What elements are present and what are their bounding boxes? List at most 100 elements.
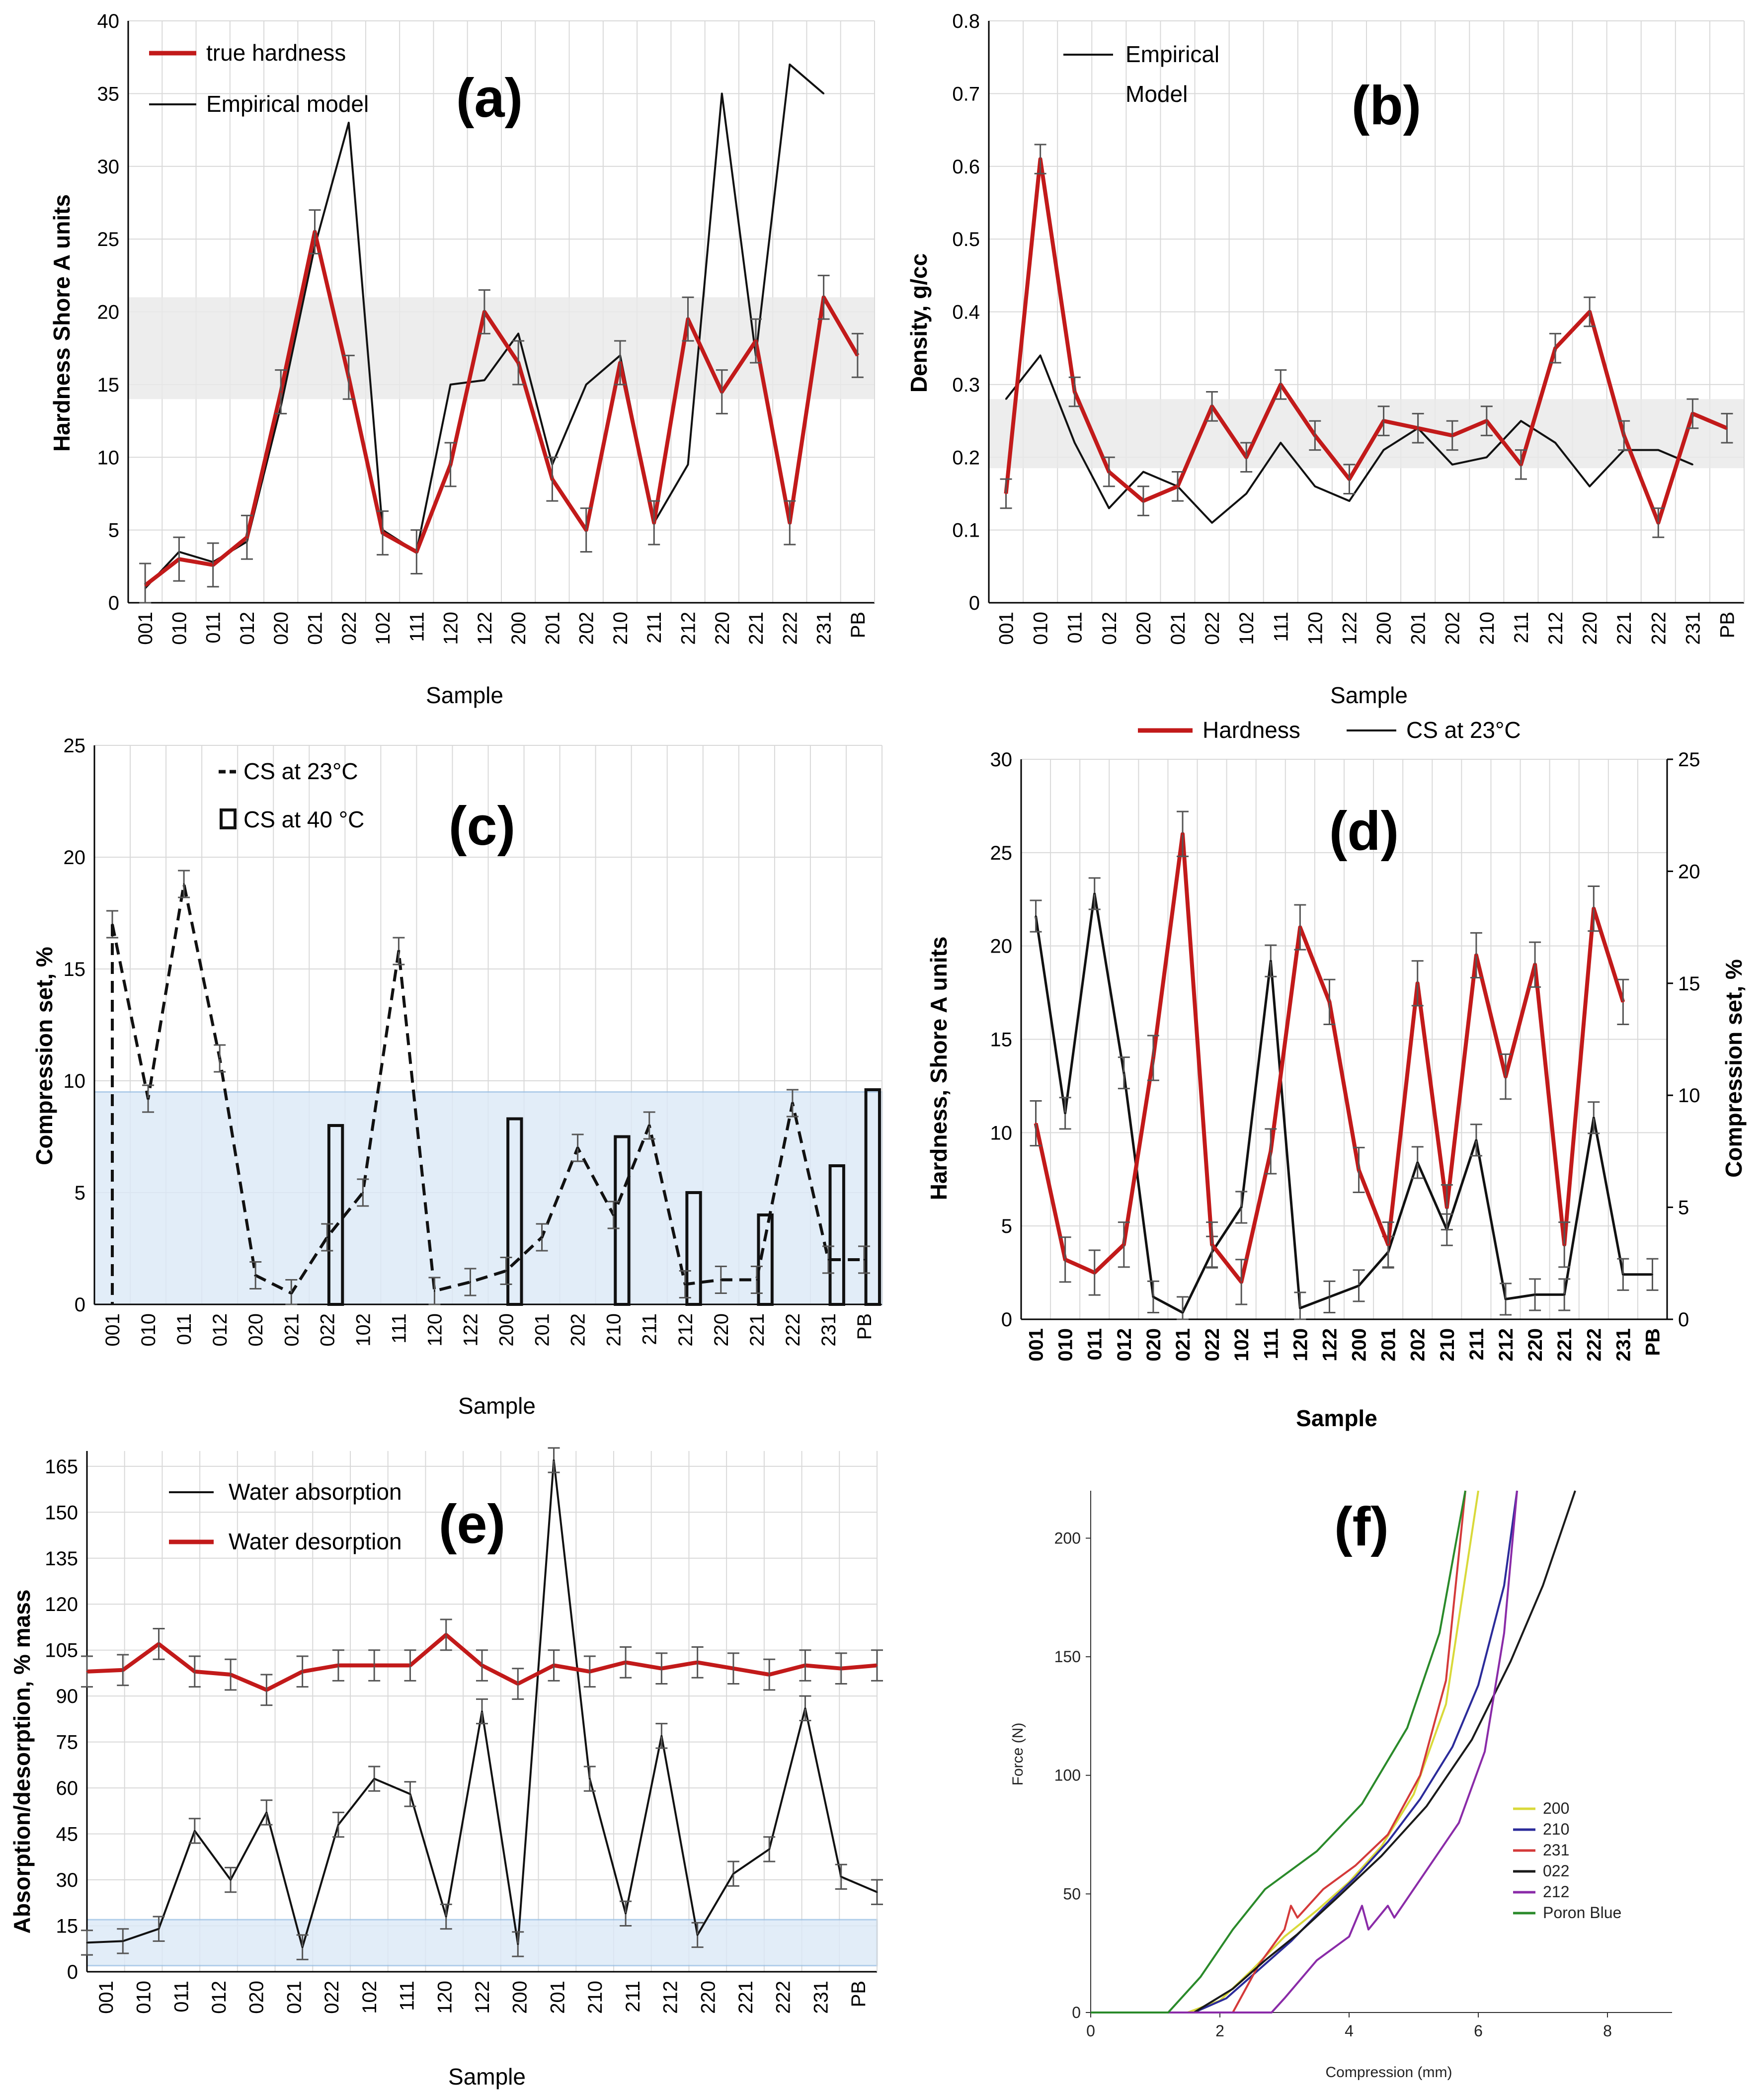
data-point (382, 532, 384, 534)
data-point (445, 1634, 447, 1636)
f-curve-poron-blue (1091, 1490, 1466, 2013)
x-tick-label: 010 (168, 612, 190, 645)
y-tick-label: 0 (67, 1961, 78, 1983)
x-tick-label: 021 (281, 1313, 303, 1347)
x-tick-label: 231 (1612, 1328, 1634, 1362)
data-point (732, 1668, 734, 1670)
data-point (1280, 442, 1282, 444)
f-legend-label: 200 (1543, 1799, 1569, 1817)
legend-b-empirical-line2: Model (1125, 81, 1188, 107)
x-tick-label: 022 (1202, 1328, 1223, 1362)
data-point (792, 1102, 794, 1104)
data-point (337, 1824, 339, 1826)
y-tick-label: 15 (64, 959, 86, 980)
data-point (613, 1214, 615, 1216)
y-tick-label: 20 (990, 936, 1013, 958)
data-point (122, 1669, 124, 1671)
data-point (1270, 960, 1272, 962)
f-x-tick-label: 0 (1086, 2022, 1095, 2040)
y-tick-label: 25 (64, 735, 86, 757)
f-x-tick-label: 8 (1603, 2022, 1612, 2040)
data-point (1451, 434, 1453, 436)
data-point (660, 1735, 662, 1737)
y-tick-label: 5 (108, 520, 119, 542)
data-point (756, 1279, 758, 1281)
x-tick-label: 222 (779, 612, 801, 645)
cs23-dashed-line (111, 883, 864, 1295)
true-hardness-line (144, 230, 860, 587)
data-point (577, 1147, 579, 1149)
x-tick-label: 022 (317, 1313, 338, 1347)
data-point (183, 883, 185, 885)
data-point (1593, 1117, 1595, 1119)
panel-f-xlabel: Compression (mm) (1325, 2064, 1452, 2081)
x-tick-label: 122 (1319, 1328, 1341, 1362)
data-point (804, 1665, 806, 1667)
data-point (1094, 1272, 1096, 1274)
f-curve-210 (1091, 1490, 1518, 2013)
data-point (1064, 1112, 1066, 1114)
x-tick-label: 011 (1064, 612, 1086, 644)
x-tick-label: 111 (406, 612, 428, 642)
cs40-bar (506, 1117, 523, 1306)
density-line (1004, 157, 1728, 525)
legend-a-true-hardness: true hardness (206, 40, 346, 66)
x-tick-label: 212 (675, 1313, 697, 1347)
data-point (876, 1665, 878, 1667)
data-point (1622, 1274, 1624, 1276)
x-tick-label: 122 (460, 1313, 481, 1347)
x-tick-label: 111 (1260, 1328, 1282, 1359)
x-tick-label: 221 (745, 612, 767, 645)
cs40-bar (828, 1164, 845, 1306)
x-tick-label: 202 (576, 612, 598, 645)
y-tick-label: 35 (97, 83, 120, 105)
x-tick-label: 220 (1579, 612, 1601, 645)
data-point (122, 1940, 124, 1942)
data-point (827, 1259, 829, 1261)
cs40-bar (327, 1124, 344, 1306)
data-point (1358, 1169, 1360, 1171)
data-point (625, 1913, 627, 1915)
f-curve-200 (1091, 1490, 1479, 2013)
panel-d-ylabel: Hardness, Shore A units (926, 937, 952, 1201)
data-point (768, 1848, 770, 1850)
y-tick-label: 10 (64, 1070, 86, 1092)
y-tick-label: 0.4 (952, 302, 980, 323)
data-point (1348, 500, 1350, 502)
data-point (302, 1946, 304, 1948)
panel-f: 0 50 100 150 200 0 2 4 6 8 (f) Compression (mm) F… (1010, 1490, 1672, 2081)
x-tick-label: 210 (1476, 612, 1498, 645)
panel-c-xlabel: Sample (458, 1393, 536, 1419)
data-point (1589, 485, 1591, 487)
x-tick-label: 012 (1114, 1328, 1135, 1362)
panel-e: 0 15 30 45 60 75 90 105 120 135 150 165 001 010 011 012… (9, 1447, 883, 2090)
y-tick-label: 20 (97, 302, 120, 323)
x-tick-label: 012 (209, 1313, 231, 1347)
data-point (1005, 398, 1007, 400)
y-tick-label: 0.1 (952, 520, 980, 542)
data-point (1589, 311, 1591, 313)
y-tick-label: 150 (45, 1502, 78, 1524)
data-point (1108, 507, 1110, 509)
y-tick-label: 90 (56, 1686, 79, 1707)
data-point (804, 1707, 806, 1709)
data-point (230, 1879, 232, 1881)
data-point (619, 362, 621, 364)
data-point (823, 92, 825, 94)
y-tick-label: 0.2 (952, 447, 980, 469)
data-point (1563, 1244, 1565, 1246)
data-point (1240, 1207, 1242, 1208)
legend-c-cs40: CS at 40 °C (243, 806, 364, 832)
panel-b-label: (b) (1352, 75, 1421, 136)
data-point (697, 1661, 699, 1663)
x-tick-label: 212 (678, 612, 700, 645)
data-point (1554, 442, 1556, 444)
data-point (1177, 485, 1179, 487)
data-point (254, 1275, 256, 1276)
data-point (1623, 434, 1625, 436)
y-tick-label: 0 (969, 592, 980, 614)
data-point (481, 1710, 483, 1712)
cs23-line (1035, 892, 1653, 1314)
cs40-bar (864, 1088, 881, 1306)
data-point (755, 340, 757, 342)
